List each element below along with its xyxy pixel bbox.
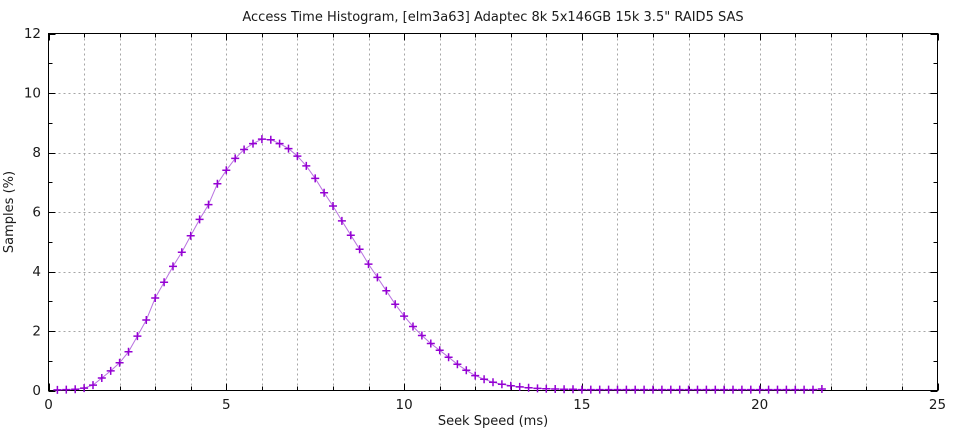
y-tick-label: 2: [32, 324, 41, 340]
y-tick-label: 0: [32, 383, 41, 399]
x-tick-label: 10: [396, 397, 413, 413]
y-tick-label: 8: [32, 145, 41, 161]
y-axis-label: Samples (%): [2, 171, 17, 253]
data-series: [53, 135, 826, 394]
y-tick-label: 12: [24, 26, 41, 42]
y-tick-label: 10: [24, 86, 41, 102]
x-axis-label: Seek Speed (ms): [438, 414, 548, 429]
x-tick-label: 15: [573, 397, 590, 413]
series-plus-markers: [53, 135, 826, 394]
chart-title: Access Time Histogram, [elm3a63] Adaptec…: [242, 10, 743, 25]
y-tick-label: 6: [32, 205, 41, 221]
x-tick-label: 5: [222, 397, 231, 413]
x-tick-label: 25: [929, 397, 946, 413]
gridlines: [48, 33, 938, 391]
x-tick-label: 20: [751, 397, 768, 413]
x-tick-label: 0: [44, 397, 53, 413]
tick-labels: 0 5 10 15 20 25 0 2 4 6 8 10 12: [24, 26, 946, 413]
y-tick-label: 4: [32, 264, 41, 280]
plot-frame: [48, 33, 938, 391]
